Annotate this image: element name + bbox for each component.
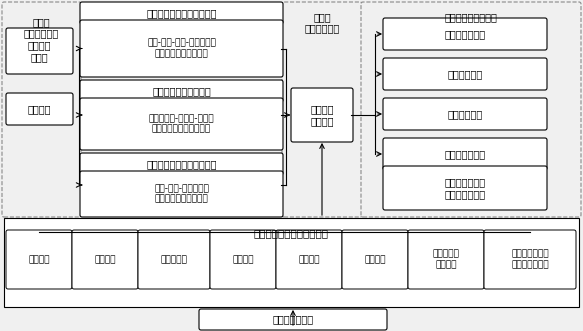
FancyBboxPatch shape bbox=[199, 309, 387, 330]
Text: 核主泵
几何建模模块: 核主泵 几何建模模块 bbox=[24, 17, 59, 39]
FancyBboxPatch shape bbox=[80, 80, 283, 102]
FancyBboxPatch shape bbox=[383, 98, 547, 130]
FancyBboxPatch shape bbox=[72, 230, 138, 289]
Text: 轴承推力瓦-平衡块-弹簧支
撑板的弹簧和质量块模型: 轴承推力瓦-平衡块-弹簧支 撑板的弹簧和质量块模型 bbox=[149, 114, 215, 134]
FancyBboxPatch shape bbox=[6, 93, 73, 125]
FancyBboxPatch shape bbox=[80, 20, 283, 77]
Text: 零部件受力分析: 零部件受力分析 bbox=[444, 149, 486, 159]
Text: 核主泵运行参数: 核主泵运行参数 bbox=[272, 314, 314, 324]
Text: 核主泵运行载荷数据库模块: 核主泵运行载荷数据库模块 bbox=[254, 228, 329, 238]
Text: 飞轮离心力: 飞轮离心力 bbox=[160, 255, 188, 264]
Text: 核主泵应力分析
和疲劳寿命分析: 核主泵应力分析 和疲劳寿命分析 bbox=[444, 177, 486, 199]
Text: 核主泵性能分析模块: 核主泵性能分析模块 bbox=[445, 12, 497, 22]
Text: 摩擦载荷: 摩擦载荷 bbox=[298, 255, 319, 264]
Text: 轴承液膜刚
度、阻尼: 轴承液膜刚 度、阻尼 bbox=[433, 250, 459, 269]
FancyBboxPatch shape bbox=[361, 2, 581, 217]
Text: 装配关系: 装配关系 bbox=[28, 104, 51, 114]
FancyBboxPatch shape bbox=[484, 230, 576, 289]
FancyBboxPatch shape bbox=[342, 230, 408, 289]
FancyBboxPatch shape bbox=[383, 138, 547, 170]
Text: 抗震特性分析: 抗震特性分析 bbox=[447, 109, 483, 119]
Text: 零部件几
何结构: 零部件几 何结构 bbox=[28, 40, 51, 62]
FancyBboxPatch shape bbox=[276, 230, 342, 289]
Text: 核主泵
总体建模模块: 核主泵 总体建模模块 bbox=[304, 12, 340, 34]
Text: 泵壳组件梁有限元建模模块: 泵壳组件梁有限元建模模块 bbox=[146, 159, 217, 169]
Text: 轴承支撑系统建模模块: 轴承支撑系统建模模块 bbox=[152, 86, 211, 96]
Text: 电磁拉力: 电磁拉力 bbox=[364, 255, 386, 264]
FancyBboxPatch shape bbox=[2, 2, 81, 217]
Text: 噪声特性分析: 噪声特性分析 bbox=[447, 69, 483, 79]
Text: 扭矩载荷: 扭矩载荷 bbox=[232, 255, 254, 264]
Text: 水力载荷: 水力载荷 bbox=[94, 255, 116, 264]
Text: 叶轮-飞轮-泵轴-转子屏蔽套
铁木辛柯梁和拉杆模型: 叶轮-飞轮-泵轴-转子屏蔽套 铁木辛柯梁和拉杆模型 bbox=[147, 39, 216, 58]
FancyBboxPatch shape bbox=[6, 28, 73, 74]
Text: 转子组件梁有限元建模模块: 转子组件梁有限元建模模块 bbox=[146, 8, 217, 18]
Bar bbox=[4, 218, 579, 307]
Text: 间隙环流附加质
量、刚度、阻尼: 间隙环流附加质 量、刚度、阻尼 bbox=[511, 250, 549, 269]
FancyBboxPatch shape bbox=[383, 58, 547, 90]
Text: 梁有限元
总体模型: 梁有限元 总体模型 bbox=[310, 104, 333, 126]
Text: 动力学响应分析: 动力学响应分析 bbox=[444, 29, 486, 39]
FancyBboxPatch shape bbox=[291, 88, 353, 142]
FancyBboxPatch shape bbox=[80, 98, 283, 150]
FancyBboxPatch shape bbox=[383, 18, 547, 50]
FancyBboxPatch shape bbox=[138, 230, 210, 289]
FancyBboxPatch shape bbox=[282, 2, 362, 217]
FancyBboxPatch shape bbox=[210, 230, 276, 289]
FancyBboxPatch shape bbox=[80, 2, 283, 24]
Text: 地震载荷: 地震载荷 bbox=[28, 255, 50, 264]
FancyBboxPatch shape bbox=[408, 230, 484, 289]
FancyBboxPatch shape bbox=[80, 171, 283, 217]
FancyBboxPatch shape bbox=[383, 166, 547, 210]
FancyBboxPatch shape bbox=[80, 153, 283, 175]
Text: 泵壳-导叶-定子屏蔽套
铁木辛柯梁和拉杆模型: 泵壳-导叶-定子屏蔽套 铁木辛柯梁和拉杆模型 bbox=[154, 184, 209, 204]
FancyBboxPatch shape bbox=[6, 230, 72, 289]
